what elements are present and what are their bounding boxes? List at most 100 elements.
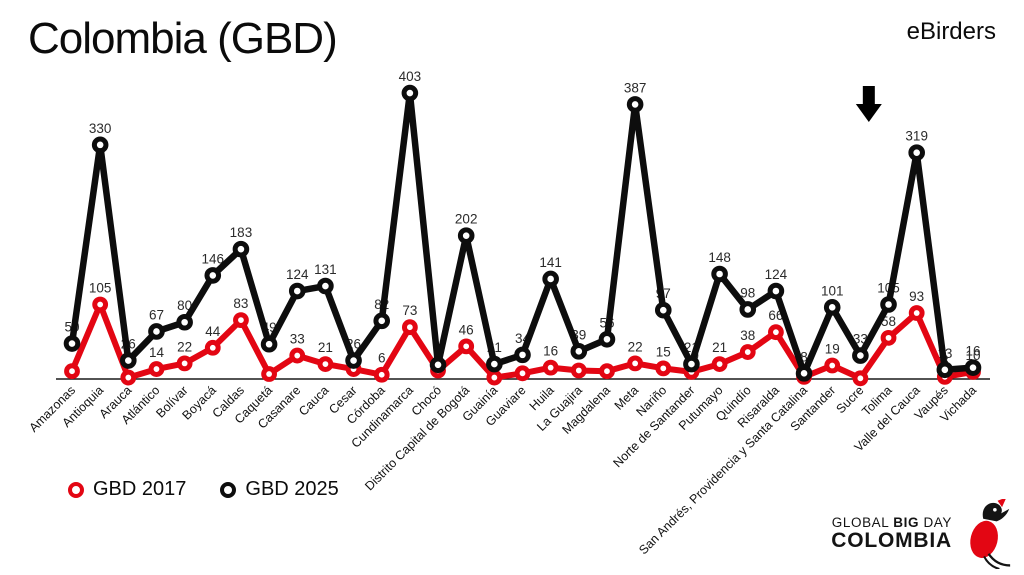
data-point — [711, 265, 728, 283]
data-label: 38 — [740, 328, 755, 343]
data-point — [880, 329, 897, 346]
data-point — [64, 363, 80, 380]
down-arrow-icon — [862, 86, 875, 105]
data-point — [373, 366, 390, 383]
data-point — [626, 96, 644, 113]
data-label: 22 — [628, 339, 643, 354]
data-label: 21 — [712, 340, 727, 355]
data-point — [514, 365, 531, 382]
data-label: 46 — [459, 322, 474, 337]
data-label: 73 — [402, 303, 417, 318]
legend-label-gbd-2017: GBD 2017 — [93, 478, 187, 500]
data-point — [823, 299, 841, 316]
data-point — [570, 343, 588, 360]
data-point — [627, 355, 644, 372]
data-point — [176, 355, 193, 372]
data-point — [936, 361, 954, 379]
data-point — [148, 323, 165, 340]
data-point — [683, 355, 700, 373]
data-point — [908, 305, 925, 321]
data-label: 16 — [965, 344, 980, 359]
data-label: 330 — [89, 121, 112, 136]
bird-logo-icon — [970, 499, 1011, 569]
data-point — [429, 356, 447, 374]
data-point — [458, 338, 475, 355]
data-label: 131 — [314, 262, 337, 277]
data-label: 80 — [177, 298, 192, 313]
data-point — [598, 330, 616, 348]
data-label: 93 — [909, 289, 924, 304]
data-point — [63, 335, 81, 352]
data-label: 16 — [543, 344, 558, 359]
data-label: 83 — [233, 296, 248, 311]
data-point — [599, 363, 615, 380]
data-point — [261, 366, 277, 382]
data-label: 319 — [905, 129, 928, 144]
data-point — [288, 282, 306, 300]
data-point — [92, 296, 109, 313]
data-label: 6 — [378, 351, 386, 366]
data-point — [767, 282, 785, 300]
data-label: 22 — [177, 339, 192, 354]
data-point — [486, 355, 503, 373]
data-point — [148, 361, 165, 377]
x-axis-label: Cauca — [296, 383, 331, 418]
logo-line1: GLOBAL BIG DAY — [831, 514, 952, 530]
data-point — [824, 357, 841, 374]
data-point — [120, 369, 137, 386]
data-label: 101 — [821, 283, 844, 298]
data-label: 98 — [740, 285, 755, 300]
data-label: 19 — [825, 342, 840, 357]
data-label: 15 — [656, 344, 671, 359]
data-label: 124 — [765, 267, 788, 282]
data-label: 387 — [624, 80, 647, 95]
down-arrow-icon — [855, 104, 882, 122]
legend-item-gbd-2017: GBD 2017 — [68, 478, 186, 501]
data-label: 14 — [149, 345, 165, 360]
data-point — [204, 339, 221, 356]
data-point — [120, 352, 137, 369]
data-point — [570, 362, 587, 379]
legend-item-gbd-2025: GBD 2025 — [220, 478, 339, 501]
data-point — [795, 365, 813, 382]
gbd-2017-marker-icon — [68, 481, 84, 498]
data-point — [457, 227, 475, 244]
data-label: 146 — [202, 251, 225, 266]
data-label: 202 — [455, 212, 478, 227]
data-point — [176, 313, 193, 331]
legend-label-gbd-2025: GBD 2025 — [245, 478, 339, 500]
data-label: 403 — [399, 69, 422, 84]
logo-line2: COLOMBIA — [831, 529, 952, 553]
data-label: 8 — [800, 349, 808, 364]
data-point — [964, 359, 982, 376]
data-point — [232, 240, 250, 258]
data-label: 141 — [539, 255, 562, 270]
data-point — [91, 136, 109, 154]
data-point — [401, 84, 419, 102]
data-point — [204, 267, 222, 284]
data-point — [852, 370, 869, 387]
data-point — [542, 359, 559, 376]
data-point — [908, 144, 925, 161]
data-label: 67 — [149, 307, 164, 322]
data-point — [739, 344, 756, 360]
data-label: 105 — [89, 281, 112, 296]
data-point — [655, 360, 672, 377]
data-point — [486, 369, 503, 386]
data-point — [345, 352, 362, 369]
chart-legend: GBD 2017 GBD 2025 — [68, 478, 339, 501]
data-label: 33 — [290, 332, 305, 347]
data-point — [289, 347, 306, 364]
data-point — [317, 277, 334, 295]
data-label: 44 — [205, 324, 221, 339]
ebirders-watermark: eBirders — [906, 18, 996, 45]
data-point — [654, 301, 672, 319]
data-label: 10 — [965, 348, 980, 363]
data-point — [373, 312, 391, 330]
data-point — [514, 346, 531, 364]
data-label: 148 — [708, 250, 731, 265]
data-point — [401, 319, 418, 336]
data-label: 183 — [230, 225, 253, 240]
